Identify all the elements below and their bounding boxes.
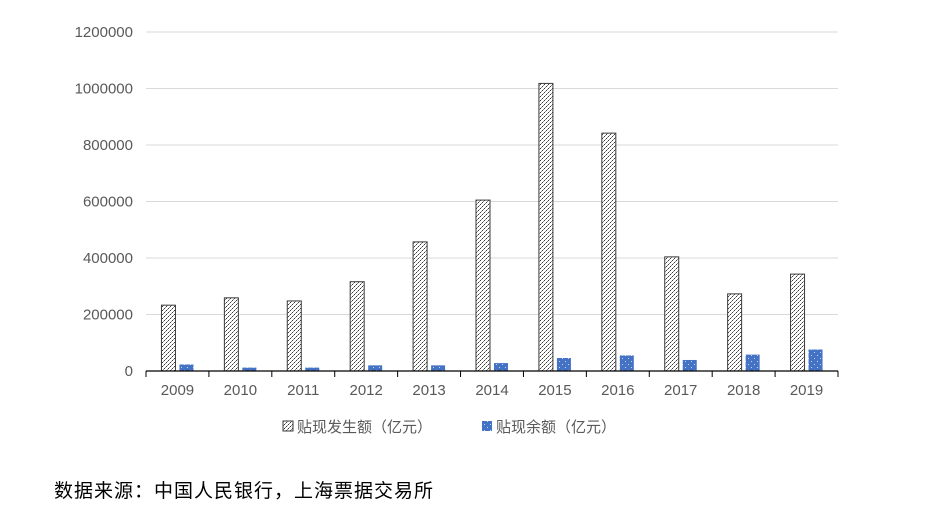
bar-discount-balance bbox=[494, 363, 508, 371]
bar-discount-balance bbox=[368, 365, 383, 371]
legend-label: 贴现发生额（亿元） bbox=[297, 418, 432, 436]
x-tick-label: 2018 bbox=[727, 382, 760, 399]
bar-discount-balance bbox=[619, 355, 634, 371]
bars bbox=[160, 82, 823, 372]
x-tick-label: 2016 bbox=[601, 382, 634, 399]
y-tick-label: 200000 bbox=[83, 307, 133, 324]
y-axis-tick-labels: 0 200000 400000 600000 800000 1000000 1200000 bbox=[75, 24, 133, 380]
bar-discount-amount bbox=[286, 300, 302, 372]
bar-discount-balance bbox=[305, 367, 320, 371]
x-tick-label: 2010 bbox=[224, 382, 257, 399]
legend-swatch-discount-balance bbox=[482, 421, 492, 431]
x-axis bbox=[145, 370, 839, 377]
bar-discount-balance bbox=[242, 367, 257, 371]
x-tick-label: 2009 bbox=[161, 382, 194, 399]
y-tick-label: 0 bbox=[125, 363, 133, 380]
bar-discount-amount bbox=[349, 281, 365, 372]
gridlines bbox=[146, 31, 838, 315]
bar-discount-balance bbox=[682, 359, 697, 371]
x-tick-label: 2014 bbox=[475, 382, 508, 399]
y-tick-label: 600000 bbox=[83, 194, 133, 211]
bar-discount-amount bbox=[223, 297, 239, 372]
y-tick-label: 1200000 bbox=[75, 24, 133, 41]
bar-discount-amount bbox=[664, 256, 680, 372]
bar-discount-balance bbox=[808, 349, 823, 371]
x-tick-label: 2013 bbox=[412, 382, 445, 399]
bar-discount-amount bbox=[160, 304, 176, 372]
x-tick-label: 2019 bbox=[790, 382, 823, 399]
bar-discount-amount bbox=[412, 241, 428, 372]
legend-label: 贴现余额（亿元） bbox=[496, 418, 616, 436]
bar-discount-balance bbox=[556, 358, 571, 371]
source-note: 数据来源：中国人民银行，上海票据交易所 bbox=[54, 480, 435, 502]
x-tick-label: 2015 bbox=[538, 382, 571, 399]
legend: 贴现发生额（亿元） 贴现余额（亿元） bbox=[282, 418, 616, 436]
bar-discount-amount bbox=[601, 132, 617, 372]
bar-discount-amount bbox=[790, 273, 806, 372]
bar-discount-balance bbox=[431, 365, 446, 371]
bar-discount-amount bbox=[538, 82, 554, 372]
bar-discount-amount bbox=[727, 293, 743, 372]
bar-discount-amount bbox=[475, 199, 491, 372]
legend-swatch-discount-amount bbox=[282, 420, 294, 432]
x-tick-label: 2011 bbox=[287, 382, 319, 399]
y-tick-label: 1000000 bbox=[75, 81, 133, 98]
y-tick-label: 800000 bbox=[83, 137, 133, 154]
y-tick-label: 400000 bbox=[83, 250, 133, 267]
bar-discount-balance bbox=[179, 364, 194, 371]
bar-chart: 020000040000060000080000010000001200000 … bbox=[75, 24, 839, 436]
bar-discount-balance bbox=[745, 354, 760, 371]
x-tick-label: 2012 bbox=[349, 382, 382, 399]
x-axis-tick-labels: 2009 2010 2011 2012 2013 2014 2015 2016 2017 2018… bbox=[161, 382, 823, 399]
x-tick-label: 2017 bbox=[664, 382, 697, 399]
